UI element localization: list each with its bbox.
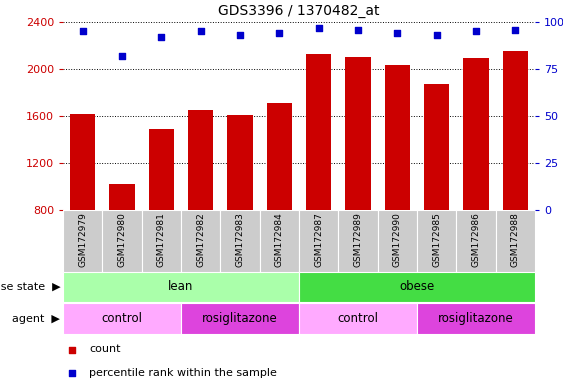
Point <box>275 30 284 36</box>
Text: GSM172983: GSM172983 <box>235 212 244 267</box>
Bar <box>378 210 417 272</box>
Bar <box>149 129 174 210</box>
Bar <box>70 114 96 210</box>
Bar <box>299 210 338 272</box>
Point <box>393 30 402 36</box>
Bar <box>417 303 535 334</box>
Text: lean: lean <box>168 280 194 293</box>
Point <box>432 32 441 38</box>
Bar <box>102 210 142 272</box>
Bar <box>63 272 299 302</box>
Bar <box>463 58 489 210</box>
Point <box>196 28 205 35</box>
Point <box>157 34 166 40</box>
Bar <box>181 210 220 272</box>
Text: GSM172984: GSM172984 <box>275 212 284 266</box>
Bar <box>181 303 299 334</box>
Text: disease state  ▶: disease state ▶ <box>0 282 60 292</box>
Bar <box>63 303 181 334</box>
Text: percentile rank within the sample: percentile rank within the sample <box>89 367 277 377</box>
Bar <box>299 303 417 334</box>
Point <box>314 25 323 31</box>
Bar <box>385 66 410 210</box>
Bar <box>503 51 528 210</box>
Point <box>78 28 87 35</box>
Text: GSM172980: GSM172980 <box>118 212 127 267</box>
Point <box>354 26 363 33</box>
Bar <box>345 57 371 210</box>
Point <box>68 346 77 353</box>
Point <box>471 28 480 35</box>
Bar <box>495 210 535 272</box>
Bar <box>109 184 135 210</box>
Bar <box>417 210 457 272</box>
Text: rosiglitazone: rosiglitazone <box>202 312 278 325</box>
Bar <box>142 210 181 272</box>
Bar <box>338 210 378 272</box>
Text: control: control <box>101 312 142 325</box>
Bar <box>260 210 299 272</box>
Bar <box>424 84 449 210</box>
Text: GSM172988: GSM172988 <box>511 212 520 267</box>
Bar <box>188 110 213 210</box>
Text: GSM172985: GSM172985 <box>432 212 441 267</box>
Point <box>235 32 244 38</box>
Bar <box>220 210 260 272</box>
Point <box>511 26 520 33</box>
Bar <box>63 210 102 272</box>
Bar <box>299 272 535 302</box>
Text: GSM172987: GSM172987 <box>314 212 323 267</box>
Text: count: count <box>89 344 120 354</box>
Bar <box>457 210 495 272</box>
Text: control: control <box>337 312 378 325</box>
Text: GSM172982: GSM172982 <box>196 212 205 266</box>
Text: agent  ▶: agent ▶ <box>12 313 60 323</box>
Text: GSM172990: GSM172990 <box>393 212 402 267</box>
Bar <box>306 54 332 210</box>
Point <box>118 53 127 59</box>
Title: GDS3396 / 1370482_at: GDS3396 / 1370482_at <box>218 4 380 18</box>
Text: obese: obese <box>399 280 435 293</box>
Text: rosiglitazone: rosiglitazone <box>438 312 514 325</box>
Text: GSM172979: GSM172979 <box>78 212 87 267</box>
Point <box>68 369 77 376</box>
Bar <box>266 103 292 210</box>
Text: GSM172986: GSM172986 <box>471 212 480 267</box>
Bar <box>227 115 253 210</box>
Text: GSM172989: GSM172989 <box>354 212 363 267</box>
Text: GSM172981: GSM172981 <box>157 212 166 267</box>
